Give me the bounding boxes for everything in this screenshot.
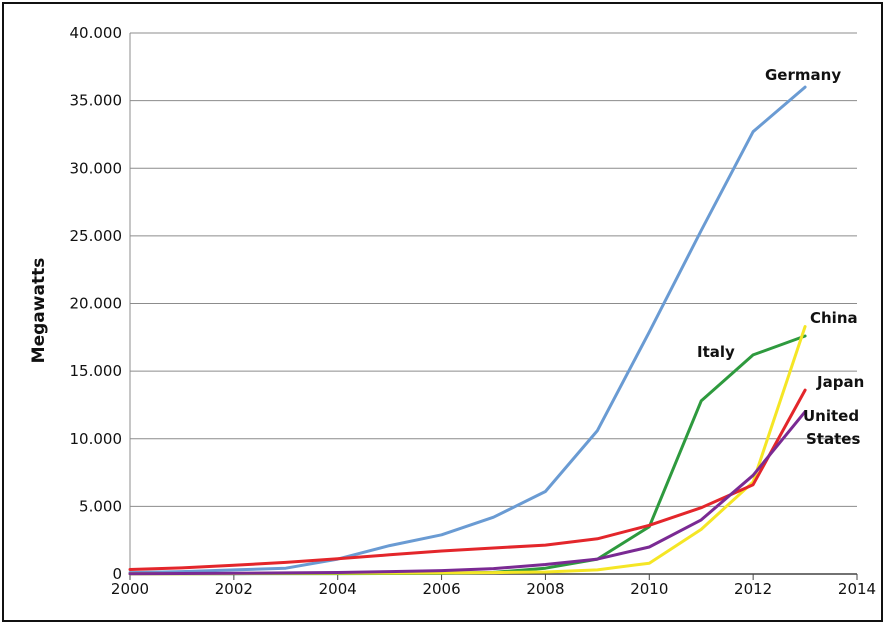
- series-line-united-states: [128, 410, 807, 576]
- axes: 0 5.000 10.000 15.000 20.000 25.000 30.000 35.0…: [29, 24, 876, 598]
- x-tick-label: 2004: [319, 580, 357, 598]
- x-tick-label: 2008: [526, 580, 564, 598]
- y-tick-label: 35.000: [70, 92, 123, 110]
- series-label-united-states: States: [806, 430, 860, 448]
- x-tick-label: 2012: [734, 580, 772, 598]
- x-tick-label: 2014: [838, 580, 876, 598]
- x-tick-label: 2000: [111, 580, 149, 598]
- y-axis-label: Megawatts: [29, 258, 49, 364]
- y-tick-label: 20.000: [70, 295, 123, 313]
- series-label-china: China: [810, 309, 858, 327]
- series-label-italy: Italy: [697, 343, 735, 361]
- series-line-china: [128, 325, 807, 576]
- y-tick-label: 25.000: [70, 227, 123, 245]
- series-line-germany: [128, 85, 807, 575]
- y-tick-label: 0: [112, 565, 122, 583]
- x-tick-label: 2010: [630, 580, 668, 598]
- y-tick-label: 40.000: [70, 24, 123, 42]
- x-tick-label: 2006: [422, 580, 460, 598]
- series-line-italy: [128, 334, 807, 576]
- series-lines: [128, 85, 807, 576]
- labels: Germany China Italy Japan United States: [697, 66, 864, 448]
- series-line-japan: [128, 388, 807, 571]
- y-tick-label: 30.000: [70, 159, 123, 177]
- y-tick-label: 10.000: [70, 430, 123, 448]
- x-tick-label: 2002: [215, 580, 253, 598]
- series-label-japan: Japan: [816, 373, 864, 391]
- gridlines: [130, 32, 857, 507]
- series-label-germany: Germany: [765, 66, 841, 84]
- y-tick-label: 15.000: [70, 362, 123, 380]
- y-tick-label: 5.000: [79, 497, 122, 515]
- series-label-united-states: United: [803, 407, 859, 425]
